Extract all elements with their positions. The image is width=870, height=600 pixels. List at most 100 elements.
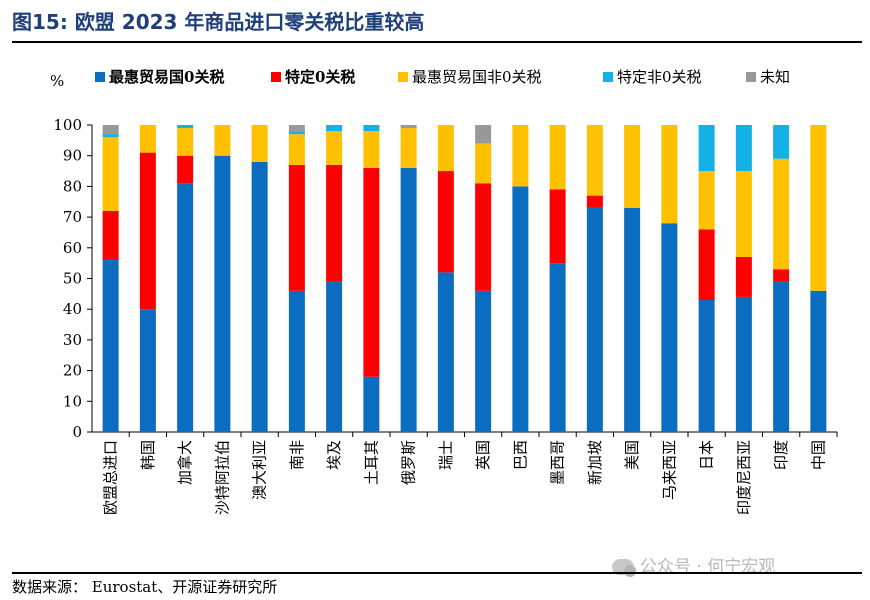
chart-svg: 0 10 20 30 40 50 60 70 80 90 100% 欧盟总进口 韩国 加拿大 沙特阿拉伯 澳大… [50,68,838,515]
x-tick-label: 英国 [474,440,492,470]
wechat-icon [612,559,636,577]
bar-segment [773,269,790,282]
x-tick-label: 马来西亚 [660,440,678,500]
bar-segment [437,272,454,432]
bar-segment [549,189,566,264]
bar-segment [698,299,715,432]
bar-segment [810,290,827,432]
y-tick-label: 10 [63,392,82,410]
x-tick-label: 日本 [698,440,716,470]
y-tick-label: 100 [53,116,82,134]
bar-segment [512,186,529,432]
bar-segment [177,155,194,184]
bar-segment [214,125,231,156]
x-tick-label: 印度尼西亚 [735,440,753,515]
bar-segment [475,183,492,291]
bar-segment [363,131,380,168]
bar-segment [549,125,566,190]
x-tick-label: 埃及 [325,440,343,470]
x-tick-label: 澳大利亚 [251,440,269,500]
figure-number: 图15: [12,10,68,34]
legend-swatch [398,72,408,82]
x-tick-label: 瑞士 [437,440,455,470]
bar-segment [400,125,417,129]
x-tick-label: 南非 [288,440,306,470]
bar-segment [586,195,603,208]
title-rule [12,41,862,43]
bar-segment [437,171,454,273]
bar-segment [773,158,790,270]
bar-segment [139,309,156,432]
y-tick-label: 60 [63,239,82,257]
bar-segment [400,128,417,168]
bar-segment [512,125,529,187]
x-tick-label: 印度 [772,440,790,470]
y-axis-label: % [50,72,64,90]
bar-segment [735,257,752,297]
bar-segment [810,125,827,291]
x-tick-label: 新加坡 [586,440,604,485]
figure-title-text: 欧盟 2023 年商品进口零关税比重较高 [74,10,425,34]
bar-segment [326,164,343,282]
x-tick-label: 墨西哥 [549,440,567,485]
x-tick-label: 沙特阿拉伯 [213,440,231,515]
bar-segment [139,125,156,153]
x-tick-label: 加拿大 [176,440,194,485]
bar-segment [251,125,268,162]
bar-segment [437,125,454,172]
bar-segment [326,281,343,432]
legend-swatch [603,72,613,82]
x-tick-label: 韩国 [139,440,157,470]
x-tick-label: 土耳其 [362,440,380,485]
legend-swatch [95,72,105,82]
y-tick-label: 20 [63,362,82,380]
bar-segment [586,125,603,196]
bar-segment [661,223,678,432]
bar-segment [773,125,790,159]
bar-segment [698,171,715,230]
bar-segment [363,167,380,377]
bar-segment [102,260,119,432]
bar-segment [735,171,752,258]
bar-segment [363,125,380,132]
watermark-text: 公众号 · 何宁宏观 [640,557,776,577]
bar-segment [177,128,194,156]
bar-segment [326,131,343,165]
y-tick-label: 80 [63,177,82,195]
bar-segment [177,125,194,129]
legend-label: 最惠贸易国非0关税 [412,68,542,86]
legend-label: 特定0关税 [285,68,355,86]
bar-segment [288,164,305,291]
y-tick-label: 40 [63,300,82,318]
bar-segment [773,281,790,432]
bar-segment [288,134,305,165]
bar-segment [735,296,752,432]
legend-label: 特定非0关税 [617,68,702,86]
y-tick-label: 90 [63,147,82,165]
y-tick-label: 70 [63,208,82,226]
legend-label: 最惠贸易国0关税 [109,68,224,86]
bar-segment [475,125,492,144]
x-tick-label: 俄罗斯 [400,440,418,485]
bar-segment [214,155,231,432]
y-tick-label: 0 [72,423,82,441]
bar-segment [102,125,119,135]
x-tick-label: 巴西 [511,440,529,470]
bar-segment [102,210,119,261]
x-tick-label: 中国 [809,440,827,470]
legend-label: 未知 [760,68,790,86]
bar-segment [288,131,305,135]
bar-segment [549,263,566,432]
bar-segment [735,125,752,172]
bar-segment [102,134,119,138]
bar-segment [102,137,119,211]
y-tick-label: 50 [63,270,82,288]
legend-swatch [271,72,281,82]
footer-rule [12,572,862,574]
bar-segment [475,290,492,432]
bar-segment [624,125,641,208]
bar-segment [698,229,715,300]
bar-segment [661,125,678,224]
bar-segment [177,183,194,432]
bar-segment [363,376,380,432]
